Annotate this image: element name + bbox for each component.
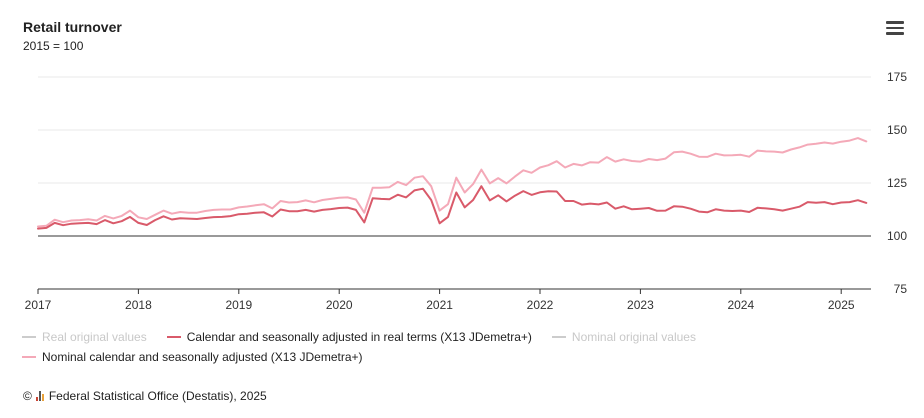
x-tick-label: 2021 (426, 298, 453, 312)
x-tick-label: 2019 (225, 298, 252, 312)
legend-item-real-adjusted[interactable]: Calendar and seasonally adjusted in real… (166, 330, 532, 344)
chart-subtitle: 2015 = 100 (23, 39, 84, 53)
chart-title: Retail turnover (23, 19, 122, 35)
legend-row: Real original values Calendar and season… (22, 327, 902, 347)
legend-row: Nominal calendar and seasonally adjusted… (22, 347, 902, 367)
logo-bar (35, 397, 38, 401)
legend-swatch (22, 356, 36, 358)
series-line (37, 185, 868, 230)
series-line (37, 137, 868, 228)
copyright-symbol: © (23, 389, 32, 403)
x-tick-label: 2018 (125, 298, 152, 312)
legend-label: Calendar and seasonally adjusted in real… (186, 330, 532, 344)
x-tick-label: 2020 (326, 298, 353, 312)
legend-label: Nominal original values (571, 330, 696, 344)
footer-text: Federal Statistical Office (Destatis), 2… (48, 389, 267, 403)
menu-bar (886, 32, 904, 35)
y-tick-label: 150 (887, 123, 907, 137)
y-tick-label: 75 (894, 282, 908, 296)
legend-item-real-original[interactable]: Real original values (22, 330, 147, 344)
logo-bar (41, 394, 44, 401)
legend-item-nominal-adjusted[interactable]: Nominal calendar and seasonally adjusted… (22, 350, 363, 364)
legend-swatch (166, 336, 181, 338)
legend-label: Real original values (42, 330, 147, 344)
x-tick-label: 2022 (527, 298, 554, 312)
y-axis-ticks: 75 100 125 150 175 (887, 70, 907, 296)
y-tick-label: 125 (887, 176, 907, 190)
hamburger-menu-icon[interactable] (886, 21, 904, 37)
legend-swatch (22, 336, 36, 338)
legend-label: Nominal calendar and seasonally adjusted… (42, 350, 363, 364)
y-tick-label: 175 (887, 70, 907, 84)
legend-item-nominal-original[interactable]: Nominal original values (551, 330, 696, 344)
legend-swatch (551, 336, 566, 338)
series-lines (37, 137, 868, 230)
menu-bar (886, 26, 904, 29)
x-axis: 2017 2018 2019 2020 2021 2022 2023 2024 2025 (25, 288, 871, 312)
chart-legend: Real original values Calendar and season… (22, 327, 902, 367)
x-tick-label: 2023 (627, 298, 654, 312)
logo-bar (38, 391, 41, 401)
x-tick-label: 2017 (25, 298, 52, 312)
destatis-logo-icon (35, 391, 45, 401)
x-tick-label: 2025 (828, 298, 855, 312)
x-tick-label: 2024 (727, 298, 754, 312)
y-tick-label: 100 (887, 229, 907, 243)
footer-credit: © Federal Statistical Office (Destatis),… (23, 389, 267, 403)
menu-bar (886, 21, 904, 24)
